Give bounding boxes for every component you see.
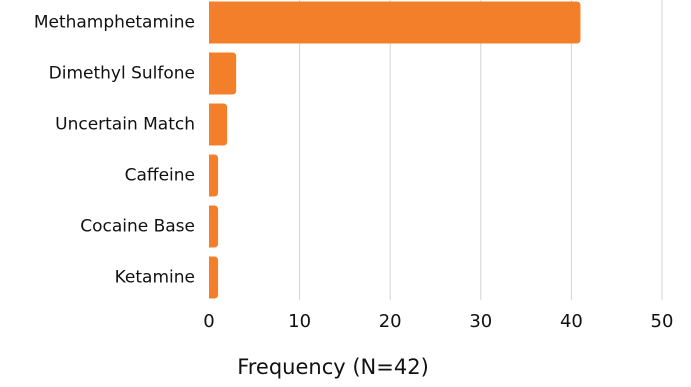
bar-dimethyl-sulfone (209, 52, 237, 95)
category-label: Cocaine Base (80, 217, 195, 237)
category-label: Caffeine (125, 166, 195, 186)
x-tick-label: 30 (469, 311, 492, 332)
x-tick-label: 0 (203, 311, 214, 332)
bar-ketamine (209, 256, 219, 299)
category-label: Methamphetamine (34, 13, 195, 33)
x-tick-labels: 0 10 20 30 40 50 (203, 311, 673, 332)
x-tick-label: 50 (651, 311, 674, 332)
x-axis-title: Frequency (N=42) (237, 355, 429, 379)
category-labels: Methamphetamine Dimethyl Sulfone Uncertain… (34, 13, 195, 288)
bar-cocaine-base (209, 205, 219, 248)
bars (209, 1, 581, 299)
bar-caffeine (209, 154, 219, 197)
bar-uncertain-match (209, 103, 228, 146)
category-label: Uncertain Match (55, 115, 195, 135)
grid-lines (299, 0, 663, 300)
bar-methamphetamine (209, 1, 581, 44)
x-tick-label: 20 (379, 311, 402, 332)
category-label: Ketamine (115, 268, 195, 288)
category-label: Dimethyl Sulfone (49, 64, 195, 84)
x-tick-label: 40 (560, 311, 583, 332)
x-tick-label: 10 (288, 311, 311, 332)
